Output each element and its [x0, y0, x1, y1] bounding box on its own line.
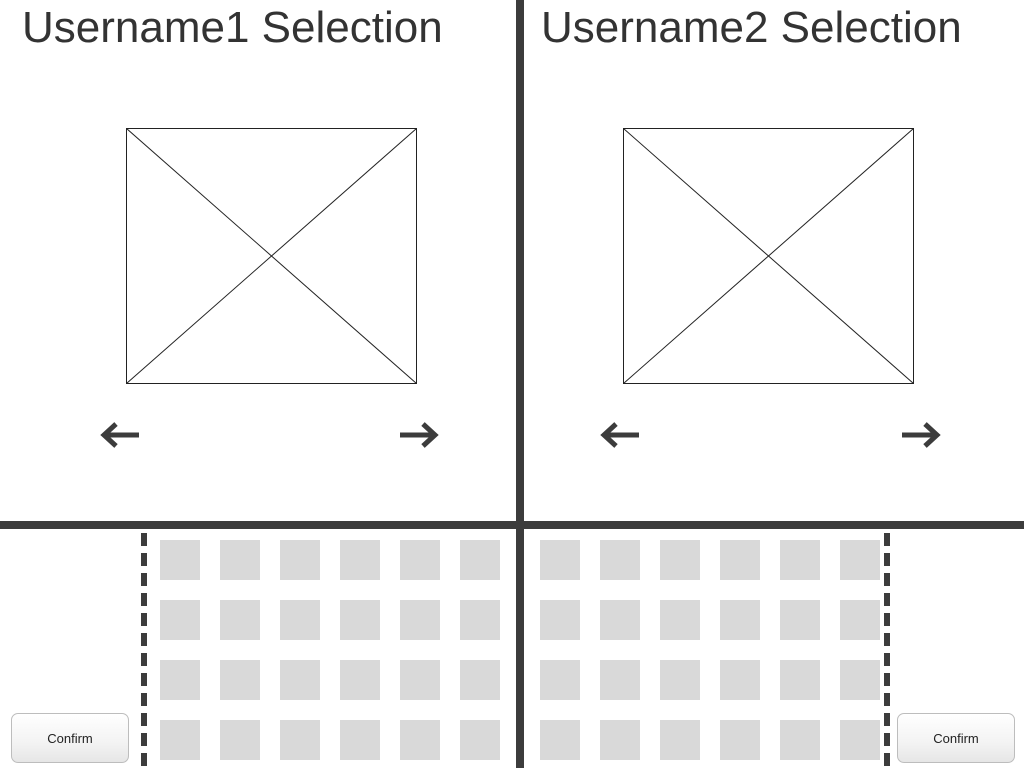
player1-selection-tile[interactable]	[280, 540, 320, 580]
player2-selection-tile[interactable]	[840, 720, 880, 760]
player1-selection-tile[interactable]	[400, 720, 440, 760]
player2-selection-tile[interactable]	[840, 600, 880, 640]
arrow-right-icon	[400, 422, 439, 448]
arrow-right-icon	[902, 422, 941, 448]
player2-selection-tile[interactable]	[840, 540, 880, 580]
player1-selection-tile[interactable]	[220, 720, 260, 760]
player1-selection-tile[interactable]	[160, 720, 200, 760]
player1-selection-tile[interactable]	[460, 720, 500, 760]
player2-selection-tile[interactable]	[600, 540, 640, 580]
player1-selection-tile[interactable]	[340, 720, 380, 760]
player1-confirm-button[interactable]: Confirm	[11, 713, 129, 763]
player2-selection-tile[interactable]	[780, 660, 820, 700]
player2-selection-tile[interactable]	[780, 540, 820, 580]
player1-tile-grid	[160, 540, 500, 760]
player1-selection-tile[interactable]	[400, 540, 440, 580]
player1-selection-tile[interactable]	[280, 720, 320, 760]
player1-selection-tile[interactable]	[400, 600, 440, 640]
player2-selection-tile[interactable]	[660, 660, 700, 700]
player2-selection-tile[interactable]	[720, 660, 760, 700]
player1-selection-tile[interactable]	[460, 600, 500, 640]
player2-prev-button[interactable]	[599, 420, 643, 450]
player1-selection-tile[interactable]	[280, 660, 320, 700]
player2-selection-tile[interactable]	[720, 540, 760, 580]
player2-selection-tile[interactable]	[540, 720, 580, 760]
player1-next-button[interactable]	[398, 420, 442, 450]
player2-dashed-separator	[884, 533, 890, 768]
player1-selection-tile[interactable]	[220, 600, 260, 640]
player2-confirm-button[interactable]: Confirm	[897, 713, 1015, 763]
player1-selection-tile[interactable]	[340, 660, 380, 700]
player1-selection-tile[interactable]	[160, 600, 200, 640]
player2-selection-tile[interactable]	[660, 720, 700, 760]
player1-selection-tile[interactable]	[340, 540, 380, 580]
player1-selection-tile[interactable]	[460, 540, 500, 580]
player2-selection-tile[interactable]	[780, 600, 820, 640]
player2-selection-tile[interactable]	[600, 600, 640, 640]
player1-selection-tile[interactable]	[460, 660, 500, 700]
player2-tile-grid	[540, 540, 880, 760]
player2-selection-tile[interactable]	[660, 600, 700, 640]
player2-title: Username2 Selection	[541, 3, 962, 52]
player2-selection-tile[interactable]	[660, 540, 700, 580]
player2-selection-tile[interactable]	[540, 600, 580, 640]
player1-selection-tile[interactable]	[220, 660, 260, 700]
player2-selection-tile[interactable]	[780, 720, 820, 760]
player1-preview-image	[126, 128, 417, 384]
player2-preview-image	[623, 128, 914, 384]
player2-selection-tile[interactable]	[720, 600, 760, 640]
player1-selection-tile[interactable]	[160, 660, 200, 700]
image-placeholder-icon	[126, 128, 417, 384]
player1-selection-tile[interactable]	[280, 600, 320, 640]
player2-selection-tile[interactable]	[840, 660, 880, 700]
player1-selection-tile[interactable]	[160, 540, 200, 580]
vertical-divider	[516, 0, 524, 768]
horizontal-divider	[0, 521, 1024, 529]
player2-selection-tile[interactable]	[600, 660, 640, 700]
player2-selection-tile[interactable]	[600, 720, 640, 760]
player2-selection-tile[interactable]	[540, 540, 580, 580]
player1-dashed-separator	[141, 533, 147, 768]
player2-selection-tile[interactable]	[720, 720, 760, 760]
player1-selection-tile[interactable]	[400, 660, 440, 700]
player2-next-button[interactable]	[900, 420, 944, 450]
arrow-left-icon	[600, 422, 639, 448]
player1-selection-tile[interactable]	[340, 600, 380, 640]
image-placeholder-icon	[623, 128, 914, 384]
player1-title: Username1 Selection	[22, 3, 443, 52]
arrow-left-icon	[100, 422, 139, 448]
player1-selection-tile[interactable]	[220, 540, 260, 580]
player2-selection-tile[interactable]	[540, 660, 580, 700]
player1-prev-button[interactable]	[99, 420, 143, 450]
